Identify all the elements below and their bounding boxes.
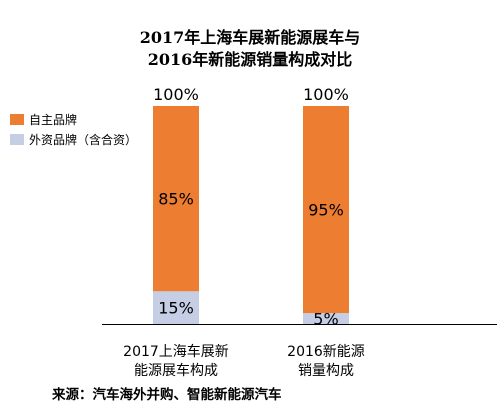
category-label-1-line-1: 2017上海车展新 [123,343,229,360]
data-label-1-series-2: 15% [158,299,194,318]
bar-2-series-1 [303,106,349,314]
category-label-2-line-2: 销量构成 [298,363,354,379]
category-label-2-line-1: 2016新能源 [287,344,365,360]
data-label-1-series-1: 85% [158,190,194,209]
bar-1-series-2 [153,291,199,324]
total-label-1: 100% [153,85,199,104]
chart-title-line-2: 2016年新能源销量构成对比 [147,50,353,69]
data-label-2-series-2: 5% [313,310,338,329]
legend-swatch-1 [10,114,24,125]
legend-label-1: 自主品牌 [29,113,77,127]
legend-label-2: 外资品牌（含合资） [29,132,137,147]
legend-swatch-2 [10,134,24,145]
source-note: 来源：汽车海外并购、智能新能源汽车 [52,387,282,403]
bar-1-series-1 [153,106,199,292]
total-label-2: 100% [303,85,349,104]
category-label-1-line-2: 能源展车构成 [134,362,218,379]
chart-title: 2017年上海车展新能源展车与 2016年新能源销量构成对比 [0,27,500,71]
chart-title-line-1: 2017年上海车展新能源展车与 [139,28,361,47]
bar-2-series-2 [303,313,349,324]
data-label-2-series-1: 95% [308,201,344,220]
